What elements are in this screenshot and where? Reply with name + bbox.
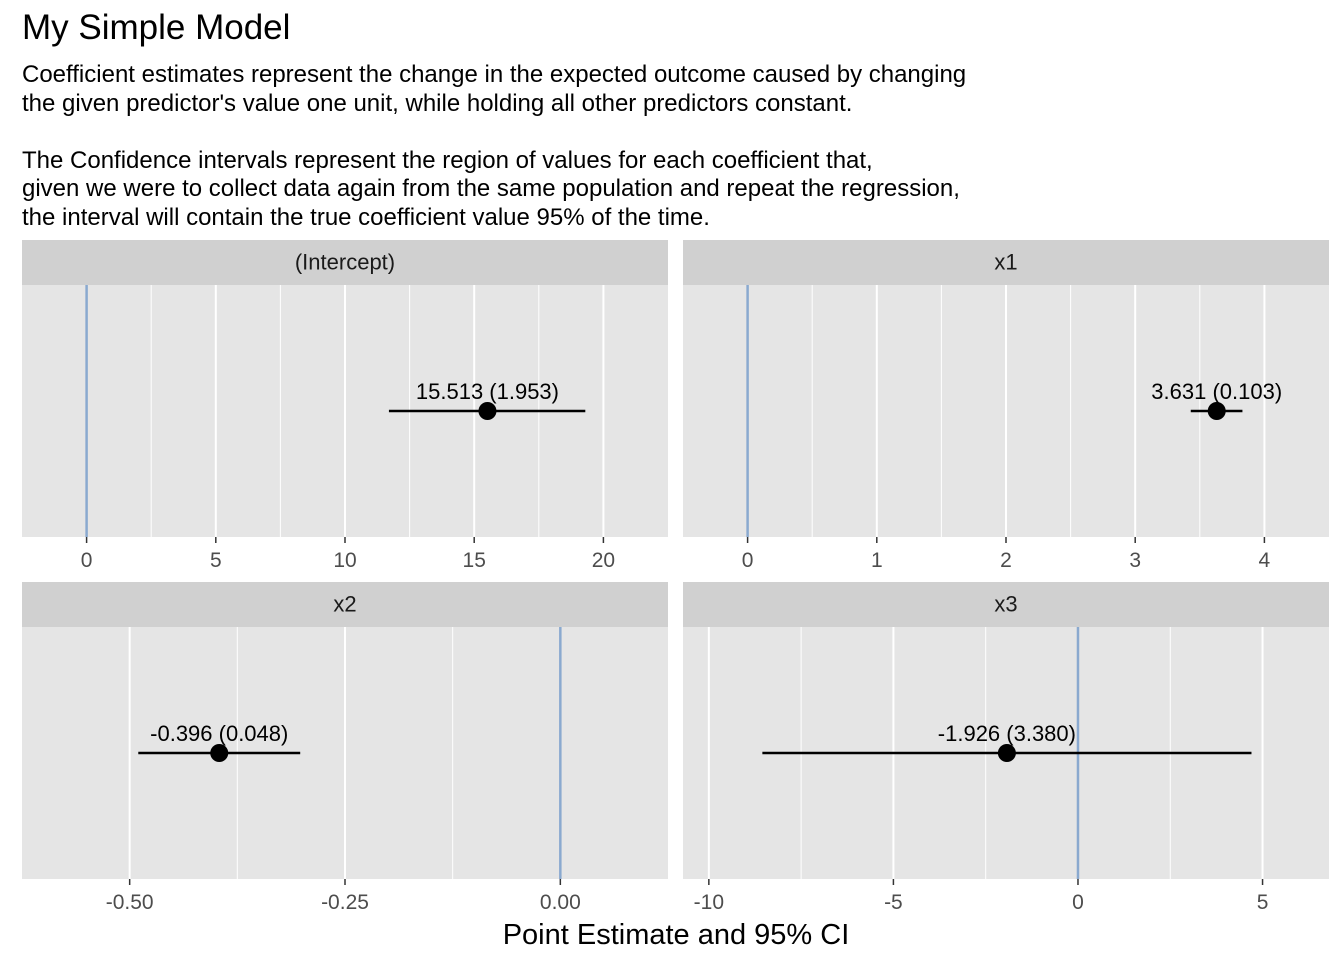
point-estimate	[478, 402, 497, 420]
facet-strip-label: (Intercept)	[295, 250, 395, 275]
x-tick-label: 0	[1072, 891, 1084, 914]
facet-strip	[22, 240, 668, 285]
x-tick-label: -10	[694, 891, 724, 914]
point-estimate-label: 15.513 (1.953)	[416, 379, 559, 404]
x-tick-label: 5	[1257, 891, 1269, 914]
x-tick-label: 3	[1129, 549, 1141, 572]
x-tick-label: 1	[871, 549, 883, 572]
x-tick-label: 20	[592, 549, 615, 572]
subtitle-line: the interval will contain the true coeff…	[22, 203, 710, 231]
x-tick-label: -0.25	[321, 891, 369, 914]
facet-panel: (Intercept) 0 5 10 15 20 15.513 (1.953)	[22, 240, 668, 572]
x-tick-label: 0	[742, 549, 754, 572]
facet-strip	[22, 582, 668, 627]
subtitle-line: given we were to collect data again from…	[22, 175, 960, 203]
x-tick-label: -0.50	[106, 891, 154, 914]
facet-panel: x3 -10 -5 0 5 -1.926 (3.380)	[683, 582, 1329, 914]
facet-strip	[683, 582, 1329, 627]
x-tick-label: 4	[1259, 549, 1271, 572]
x-tick-label: -5	[884, 891, 903, 914]
x-tick-label: 0.00	[540, 891, 581, 914]
facet-panel: x1 0 1 2 3 4 3.631 (0.103)	[683, 240, 1329, 572]
x-tick-label: 5	[210, 549, 222, 572]
point-estimate	[1207, 402, 1226, 420]
subtitle-line: The Confidence intervals represent the r…	[22, 146, 873, 174]
point-estimate	[997, 744, 1016, 762]
x-tick-label: 0	[81, 549, 93, 572]
point-estimate-label: -0.396 (0.048)	[150, 721, 288, 746]
facet-strip	[683, 240, 1329, 285]
x-tick-label: 10	[333, 549, 356, 572]
chart-title: My Simple Model	[22, 8, 291, 47]
subtitle-line: Coefficient estimates represent the chan…	[22, 61, 967, 88]
x-axis-label: Point Estimate and 95% CI	[502, 919, 850, 951]
point-estimate-label: -1.926 (3.380)	[938, 721, 1076, 746]
subtitle-line: the given predictor's value one unit, wh…	[22, 89, 853, 117]
chart-subtitle: Coefficient estimates represent the chan…	[22, 61, 966, 233]
x-tick-label: 15	[463, 549, 486, 572]
x-tick-label: 2	[1000, 549, 1012, 572]
facet-strip-label: x1	[994, 250, 1017, 275]
facet-panel: x2 -0.50 -0.25 0.00 -0.396 (0.048)	[22, 582, 668, 914]
facet-strip-label: x3	[994, 592, 1017, 617]
facet-strip-label: x2	[333, 592, 356, 617]
point-estimate-label: 3.631 (0.103)	[1151, 379, 1282, 404]
point-estimate	[210, 744, 229, 762]
